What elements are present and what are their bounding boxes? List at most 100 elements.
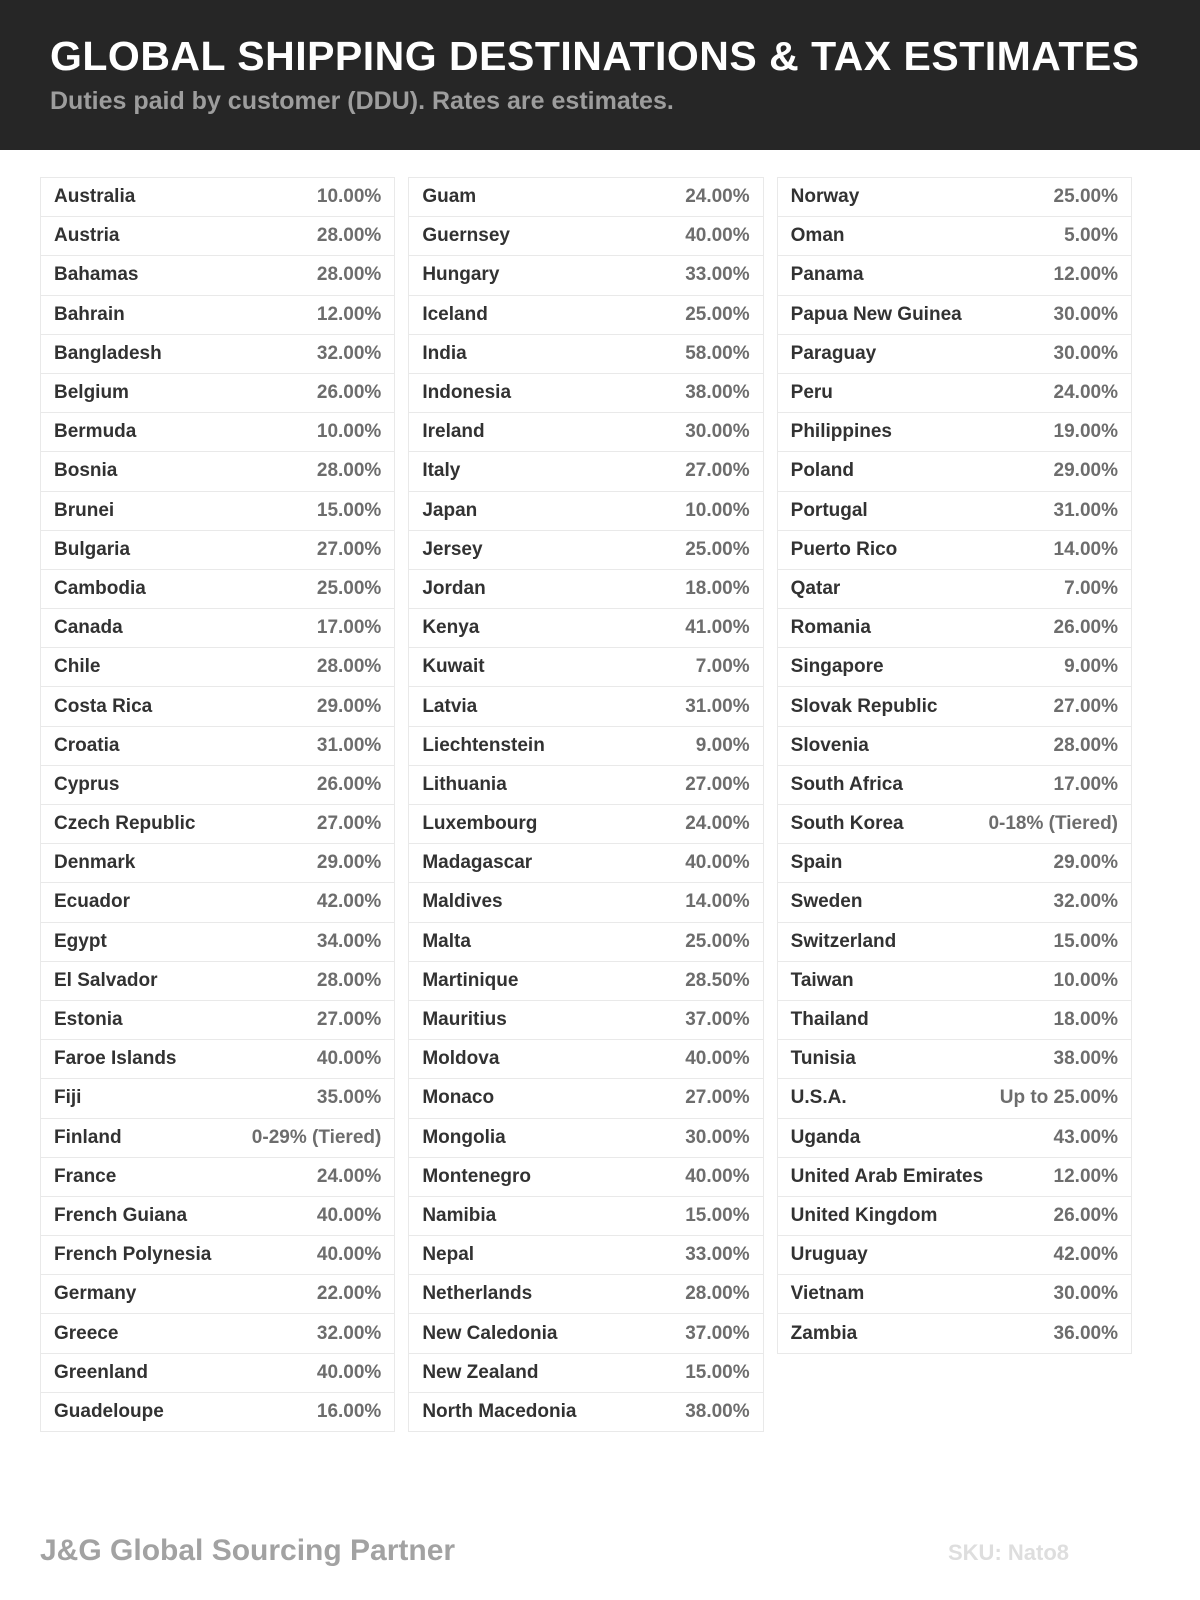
country-name: Slovenia bbox=[790, 734, 869, 756]
country-name: Guadeloupe bbox=[54, 1400, 164, 1422]
tax-rate-value: 24.00% bbox=[685, 186, 750, 208]
country-name: Bahamas bbox=[54, 264, 139, 286]
tax-rate-value: 28.00% bbox=[1053, 734, 1118, 756]
table-row: Peru 24.00% bbox=[776, 373, 1132, 414]
tax-rate-value: 15.00% bbox=[685, 1204, 750, 1226]
table-row: Bosnia 28.00% bbox=[40, 452, 396, 492]
table-row: Kenya 41.00% bbox=[408, 609, 764, 649]
country-name: Liechtenstein bbox=[422, 734, 545, 756]
country-name: Netherlands bbox=[422, 1283, 533, 1305]
table-row: United Arab Emirates 12.00% bbox=[776, 1157, 1132, 1197]
tax-rate-value: 7.00% bbox=[695, 656, 750, 678]
tax-rate-value: 5.00% bbox=[1064, 225, 1118, 247]
table-row: Netherlands 28.00% bbox=[408, 1275, 764, 1315]
tax-rate-value: 26.00% bbox=[1053, 1204, 1118, 1226]
country-name: Bahrain bbox=[54, 303, 125, 325]
tax-rate-value: 35.00% bbox=[316, 1087, 382, 1109]
country-name: Denmark bbox=[54, 852, 136, 874]
country-name: Costa Rica bbox=[54, 695, 153, 717]
country-name: Tunisia bbox=[790, 1048, 856, 1070]
country-name: Mauritius bbox=[422, 1009, 507, 1031]
table-row: Fiji 35.00% bbox=[40, 1079, 396, 1119]
tax-rate-value: 42.00% bbox=[316, 891, 382, 913]
country-name: Germany bbox=[54, 1283, 137, 1305]
table-row: Ecuador 42.00% bbox=[40, 883, 396, 923]
country-name: United Arab Emirates bbox=[790, 1165, 984, 1187]
tax-rate-value: 24.00% bbox=[685, 813, 750, 835]
table-row: Bulgaria 27.00% bbox=[40, 530, 396, 570]
tax-rate-value: 40.00% bbox=[316, 1244, 382, 1266]
table-row: Uruguay 42.00% bbox=[776, 1236, 1132, 1276]
tax-rate-value: 15.00% bbox=[316, 499, 382, 521]
country-name: Slovak Republic bbox=[790, 695, 938, 717]
country-name: South Korea bbox=[790, 813, 904, 835]
country-name: Zambia bbox=[790, 1322, 858, 1344]
tax-rate-value: 40.00% bbox=[685, 1165, 750, 1187]
country-name: Cyprus bbox=[54, 773, 120, 795]
table-row: Faroe Islands 40.00% bbox=[40, 1040, 396, 1080]
country-name: Kenya bbox=[422, 617, 480, 639]
table-row: Guernsey 40.00% bbox=[408, 217, 764, 257]
table-row: Madagascar 40.00% bbox=[408, 844, 764, 884]
table-row: French Polynesia 40.00% bbox=[40, 1236, 396, 1276]
table-column-3: Norway 25.00% Oman 5.00% Panama 12.00% Papua N… bbox=[776, 177, 1132, 1354]
table-row: Bahamas 28.00% bbox=[40, 256, 396, 296]
country-name: Greenland bbox=[54, 1361, 148, 1383]
country-name: Paraguay bbox=[790, 342, 877, 364]
table-row: Greece 32.00% bbox=[40, 1314, 396, 1354]
tax-rate-value: 14.00% bbox=[1053, 538, 1118, 560]
country-name: U.S.A. bbox=[790, 1087, 847, 1109]
tax-rate-value: 17.00% bbox=[316, 617, 382, 639]
tax-rate-value: 40.00% bbox=[316, 1204, 382, 1226]
country-name: France bbox=[54, 1165, 117, 1187]
country-name: Guam bbox=[422, 186, 477, 208]
tax-rate-value: 38.00% bbox=[685, 1400, 750, 1422]
country-name: Uruguay bbox=[790, 1244, 868, 1266]
tax-rate-value: 31.00% bbox=[685, 695, 750, 717]
country-name: Panama bbox=[790, 264, 864, 286]
table-row: Cambodia 25.00% bbox=[40, 569, 396, 610]
table-row: Estonia 27.00% bbox=[40, 1000, 396, 1041]
table-row: French Guiana 40.00% bbox=[40, 1196, 396, 1237]
tax-rate-value: 27.00% bbox=[316, 538, 382, 560]
tax-rate-value: 27.00% bbox=[685, 773, 750, 795]
country-name: Vietnam bbox=[790, 1283, 865, 1305]
table-row: Belgium 26.00% bbox=[40, 373, 396, 414]
country-name: French Polynesia bbox=[54, 1244, 212, 1266]
footer-sku: SKU: Nato8 bbox=[948, 1540, 1070, 1565]
country-name: Canada bbox=[54, 617, 123, 639]
table-row: Monaco 27.00% bbox=[408, 1079, 764, 1119]
country-name: Bangladesh bbox=[54, 342, 162, 364]
tax-rate-value: 0-18% (Tiered) bbox=[988, 813, 1118, 835]
country-name: Switzerland bbox=[790, 930, 897, 952]
tax-rate-value: 43.00% bbox=[1053, 1126, 1118, 1148]
tax-rate-value: 28.00% bbox=[316, 225, 382, 247]
tax-rate-value: 28.50% bbox=[685, 969, 750, 991]
tax-rate-value: 18.00% bbox=[1053, 1009, 1118, 1031]
table-row: Germany 22.00% bbox=[40, 1275, 396, 1315]
tax-rate-value: 17.00% bbox=[1053, 773, 1118, 795]
tax-rate-value: 16.00% bbox=[316, 1400, 382, 1422]
tax-rate-value: 29.00% bbox=[1053, 852, 1118, 874]
tax-rate-value: 26.00% bbox=[1053, 617, 1118, 639]
country-name: Poland bbox=[790, 460, 854, 482]
table-row: South Africa 17.00% bbox=[776, 765, 1132, 805]
country-name: Jersey bbox=[422, 538, 483, 560]
tax-rate-value: 10.00% bbox=[685, 499, 750, 521]
table-row: Croatia 31.00% bbox=[40, 726, 396, 766]
country-name: Guernsey bbox=[422, 225, 510, 247]
country-name: Portugal bbox=[790, 499, 868, 521]
country-name: United Kingdom bbox=[790, 1204, 938, 1226]
country-name: Iceland bbox=[422, 303, 488, 325]
country-name: Mongolia bbox=[422, 1126, 506, 1148]
country-name: Cambodia bbox=[54, 577, 146, 599]
table-row: Jordan 18.00% bbox=[408, 569, 764, 610]
table-row: Cyprus 26.00% bbox=[40, 765, 396, 805]
country-name: French Guiana bbox=[54, 1204, 188, 1226]
country-name: Monaco bbox=[422, 1087, 495, 1109]
table-row: Bahrain 12.00% bbox=[40, 295, 396, 335]
table-row: Moldova 40.00% bbox=[408, 1040, 764, 1080]
table-row: Sweden 32.00% bbox=[776, 883, 1132, 923]
tax-rate-value: 27.00% bbox=[316, 813, 382, 835]
tax-rate-value: 12.00% bbox=[1053, 264, 1118, 286]
